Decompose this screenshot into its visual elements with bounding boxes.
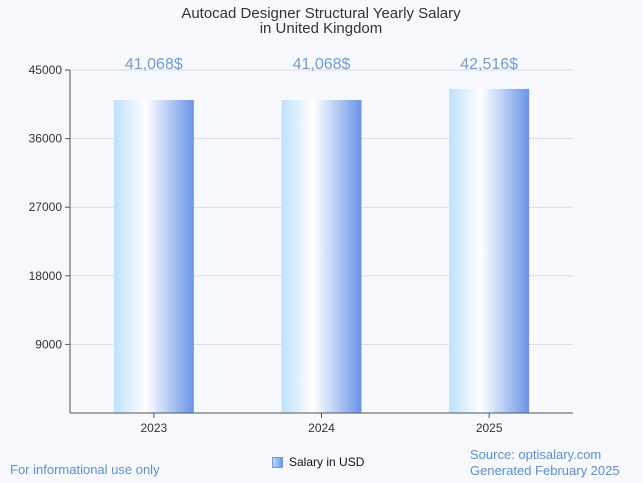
bar-2023 [113, 99, 194, 413]
y-tick-label: 36000 [29, 132, 63, 146]
data-label-2024: 41,068$ [293, 56, 351, 73]
source-text: Source: optisalary.com [470, 447, 602, 462]
y-tick-label: 27000 [29, 200, 63, 214]
data-labels: 41,068$ 41,068$ 42,516$ [125, 56, 518, 73]
bars [113, 88, 530, 414]
y-tick-label: 18000 [29, 269, 63, 283]
chart-title-line-1: Autocad Designer Structural Yearly Salar… [181, 5, 461, 22]
legend-label: Salary in USD [289, 455, 365, 469]
data-label-2023: 41,068$ [125, 56, 183, 73]
legend: Salary in USD [272, 455, 364, 469]
chart-title-line-2: in United Kingdom [260, 20, 383, 37]
x-axis-ticks: 2023 2024 2025 [140, 413, 503, 435]
bar-2024 [281, 99, 362, 413]
y-tick-label: 45000 [29, 63, 63, 77]
data-label-2025: 42,516$ [460, 56, 518, 73]
x-tick-label-2024: 2024 [308, 421, 335, 435]
source-info: Source: optisalary.com Generated Februar… [470, 447, 620, 479]
y-axis-ticks: 9000 18000 27000 36000 45000 [29, 63, 70, 351]
x-tick-label-2023: 2023 [140, 421, 167, 435]
bar-2025 [449, 88, 530, 414]
x-tick-label-2025: 2025 [476, 421, 503, 435]
y-tick-label: 9000 [35, 337, 62, 351]
legend-swatch [272, 456, 283, 468]
generated-text: Generated February 2025 [470, 463, 620, 478]
disclaimer-text: For informational use only [10, 462, 160, 477]
